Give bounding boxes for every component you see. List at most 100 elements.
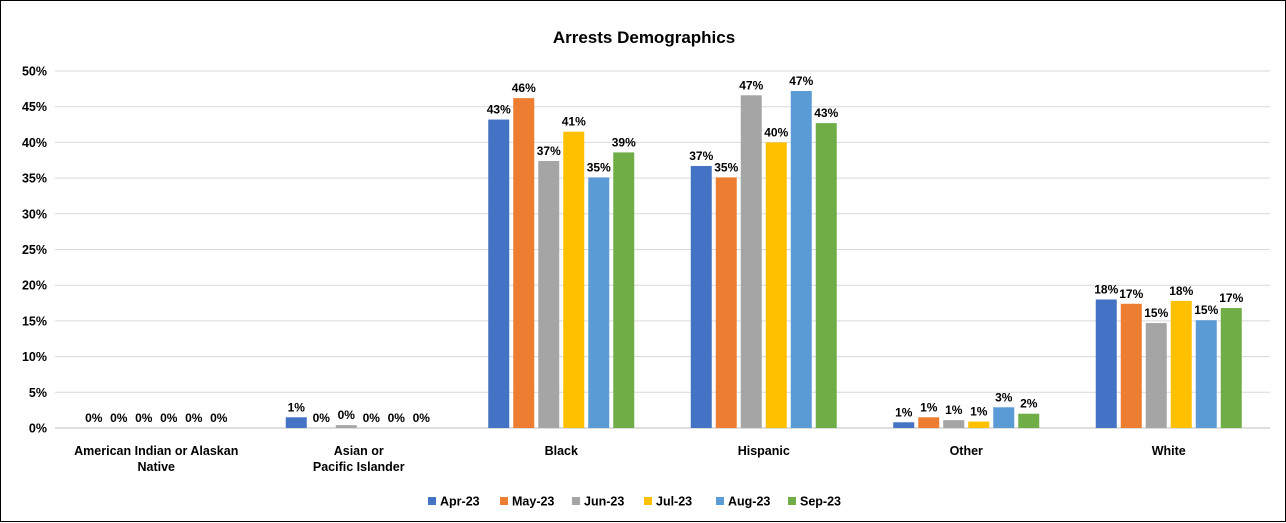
y-tick-label: 20% xyxy=(22,279,47,293)
y-tick-label: 45% xyxy=(22,100,47,114)
data-label: 0% xyxy=(388,411,406,425)
bar xyxy=(563,131,585,428)
gridlines xyxy=(55,70,1270,429)
data-label: 0% xyxy=(110,411,128,425)
data-label: 39% xyxy=(612,135,636,149)
bar xyxy=(1095,299,1117,428)
data-label: 18% xyxy=(1169,284,1193,298)
data-label: 0% xyxy=(363,411,381,425)
y-tick-label: 10% xyxy=(22,350,47,364)
data-label: 35% xyxy=(714,160,738,174)
bar xyxy=(588,177,610,428)
data-label: 37% xyxy=(689,149,713,163)
data-label: 0% xyxy=(313,411,331,425)
data-label: 0% xyxy=(413,411,431,425)
legend-swatch xyxy=(572,497,580,505)
data-label: 46% xyxy=(512,81,536,95)
x-category-label: Asian or xyxy=(334,444,384,458)
legend-label: Aug-23 xyxy=(728,495,770,509)
x-category-label: Other xyxy=(950,444,983,458)
data-label: 37% xyxy=(537,144,561,158)
data-label: 47% xyxy=(739,78,763,92)
data-label: 41% xyxy=(562,115,586,129)
data-label: 43% xyxy=(487,103,511,117)
bar xyxy=(715,177,737,428)
data-label: 43% xyxy=(814,106,838,120)
y-tick-label: 35% xyxy=(22,172,47,186)
x-category-label: Black xyxy=(545,444,578,458)
data-label: 1% xyxy=(920,400,938,414)
bar xyxy=(1220,308,1242,428)
data-label: 1% xyxy=(895,405,913,419)
bar xyxy=(1145,323,1167,428)
bar xyxy=(790,90,812,428)
bar xyxy=(993,407,1015,428)
data-label: 15% xyxy=(1194,303,1218,317)
y-tick-label: 25% xyxy=(22,243,47,257)
bar xyxy=(690,165,712,428)
legend-label: May-23 xyxy=(512,495,554,509)
bar xyxy=(968,421,990,428)
y-tick-label: 30% xyxy=(22,207,47,221)
data-label: 18% xyxy=(1094,282,1118,296)
legend: Apr-23 May-23 Jun-23 Jul-23 Aug-23 Sep-23 xyxy=(428,495,841,509)
data-label: 17% xyxy=(1119,287,1143,301)
legend-swatch xyxy=(644,497,652,505)
bar xyxy=(1195,320,1217,428)
bar xyxy=(740,95,762,428)
x-category-label: Native xyxy=(137,460,175,474)
data-label: 0% xyxy=(135,411,153,425)
data-labels: 0% 0% 0% 0% 0% 0%1%0% 0% 0% 0% 0%43%46%37%41%35%3… xyxy=(85,74,1244,425)
legend-label: Jun-23 xyxy=(584,495,624,509)
data-label: 0% xyxy=(338,408,356,422)
bar xyxy=(513,98,535,428)
data-label: 2% xyxy=(1020,397,1038,411)
legend-label: Apr-23 xyxy=(440,495,480,509)
chart-title: Arrests Demographics xyxy=(553,28,735,47)
y-tick-label: 5% xyxy=(29,386,47,400)
bar xyxy=(1170,300,1192,428)
data-label: 0% xyxy=(210,411,228,425)
data-label: 35% xyxy=(587,160,611,174)
data-label: 0% xyxy=(160,411,178,425)
bars xyxy=(285,90,1242,429)
bar xyxy=(1018,413,1040,428)
legend-swatch xyxy=(788,497,796,505)
bar xyxy=(765,142,787,428)
bar xyxy=(538,160,560,429)
x-category-label: Hispanic xyxy=(738,444,790,458)
data-label: 1% xyxy=(288,400,306,414)
data-label: 1% xyxy=(945,403,963,417)
data-label: 47% xyxy=(789,74,813,88)
legend-label: Sep-23 xyxy=(800,495,841,509)
legend-swatch xyxy=(428,497,436,505)
bar xyxy=(1120,303,1142,428)
x-category-label: Pacific Islander xyxy=(313,460,405,474)
y-tick-label: 40% xyxy=(22,136,47,150)
data-label: 15% xyxy=(1144,306,1168,320)
bar xyxy=(488,119,510,428)
bar xyxy=(285,417,307,428)
bar xyxy=(335,425,357,428)
y-tick-label: 50% xyxy=(22,65,47,79)
legend-label: Jul-23 xyxy=(656,495,692,509)
bar xyxy=(815,123,837,428)
bar xyxy=(893,422,915,428)
x-category-label: American Indian or Alaskan xyxy=(74,444,238,458)
bar xyxy=(918,417,940,428)
legend-swatch xyxy=(500,497,508,505)
data-label: 3% xyxy=(995,390,1013,404)
legend-swatch xyxy=(716,497,724,505)
x-category-label: White xyxy=(1152,444,1186,458)
data-label: 0% xyxy=(185,411,203,425)
data-label: 1% xyxy=(970,405,988,419)
x-axis-categories: American Indian or Alaskan Native Asian or… xyxy=(74,444,1186,474)
data-label: 0% xyxy=(85,411,103,425)
y-axis-ticks: 0% 5% 10% 15% 20% 25% 30% 35% 40% 45% 50% xyxy=(22,65,47,436)
y-tick-label: 0% xyxy=(29,422,47,436)
y-tick-label: 15% xyxy=(22,314,47,328)
bar xyxy=(613,152,635,428)
data-label: 17% xyxy=(1219,291,1243,305)
